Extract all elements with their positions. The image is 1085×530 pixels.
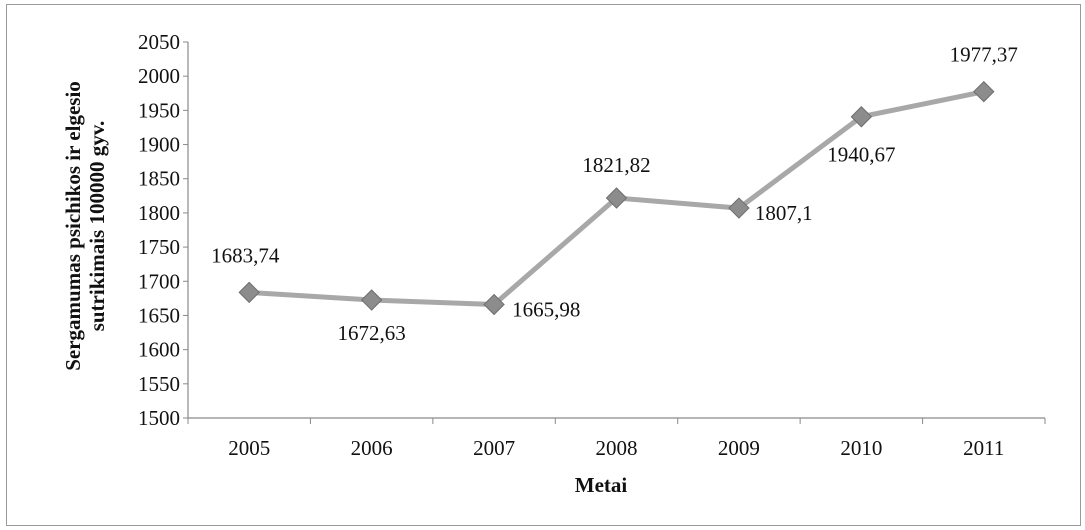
data-point-2010 [850,106,873,128]
data-label-2007: 1665,98 [512,298,580,322]
x-axis-title: Metai [575,473,628,497]
x-tick-label: 2005 [228,436,270,460]
data-point-2006 [360,289,383,311]
y-axis-title: Sergamumas psichikos ir elgesio sutrikim… [61,81,109,371]
data-point-2008 [605,187,628,209]
series-markers [238,80,995,316]
y-tick-label: 1900 [138,133,180,157]
y-tick-label: 1550 [138,372,180,396]
y-tick-label: 2000 [138,64,180,88]
data-label-2008: 1821,82 [582,153,650,177]
x-tick-label: 2008 [596,436,638,460]
data-labels: 1683,74 1672,63 1665,98 1821,82 1807,1 1940,6… [211,43,1018,345]
y-axis-title-line-1: Sergamumas psichikos ir elgesio [61,81,85,371]
y-tick-label: 1500 [138,406,180,430]
x-tick-label: 2011 [963,436,1004,460]
data-point-2007 [483,293,505,316]
data-label-2011: 1977,37 [950,43,1018,67]
data-label-2010: 1940,67 [827,143,895,167]
y-tick-label: 2050 [138,30,180,54]
y-tick-label: 1850 [138,167,180,191]
data-point-2009 [728,197,750,219]
y-tick-label: 1800 [138,201,180,225]
data-point-2011 [973,80,995,103]
y-tick-label: 1950 [138,98,180,122]
x-tick-label: 2006 [351,436,393,460]
x-tick-label: 2007 [473,436,515,460]
x-ticks: 2005 2006 2007 2008 2009 2010 2011 [187,418,1046,460]
data-label-2009: 1807,1 [755,201,813,225]
y-ticks: 1500 1550 1600 1650 1700 1750 1800 1850 1900 1950… [138,30,188,430]
y-tick-label: 1750 [138,235,180,259]
x-tick-label: 2010 [840,436,882,460]
y-tick-label: 1700 [138,269,180,293]
y-tick-label: 1600 [138,338,180,362]
data-label-2005: 1683,74 [211,243,280,267]
data-label-2006: 1672,63 [338,321,406,345]
data-point-2005 [238,281,260,304]
chart-frame [6,4,1081,526]
y-tick-label: 1650 [138,303,180,327]
axes [187,42,1045,419]
y-axis-title-line-2: sutrikimais 100000 gyv. [85,121,109,332]
x-tick-label: 2009 [718,436,760,460]
